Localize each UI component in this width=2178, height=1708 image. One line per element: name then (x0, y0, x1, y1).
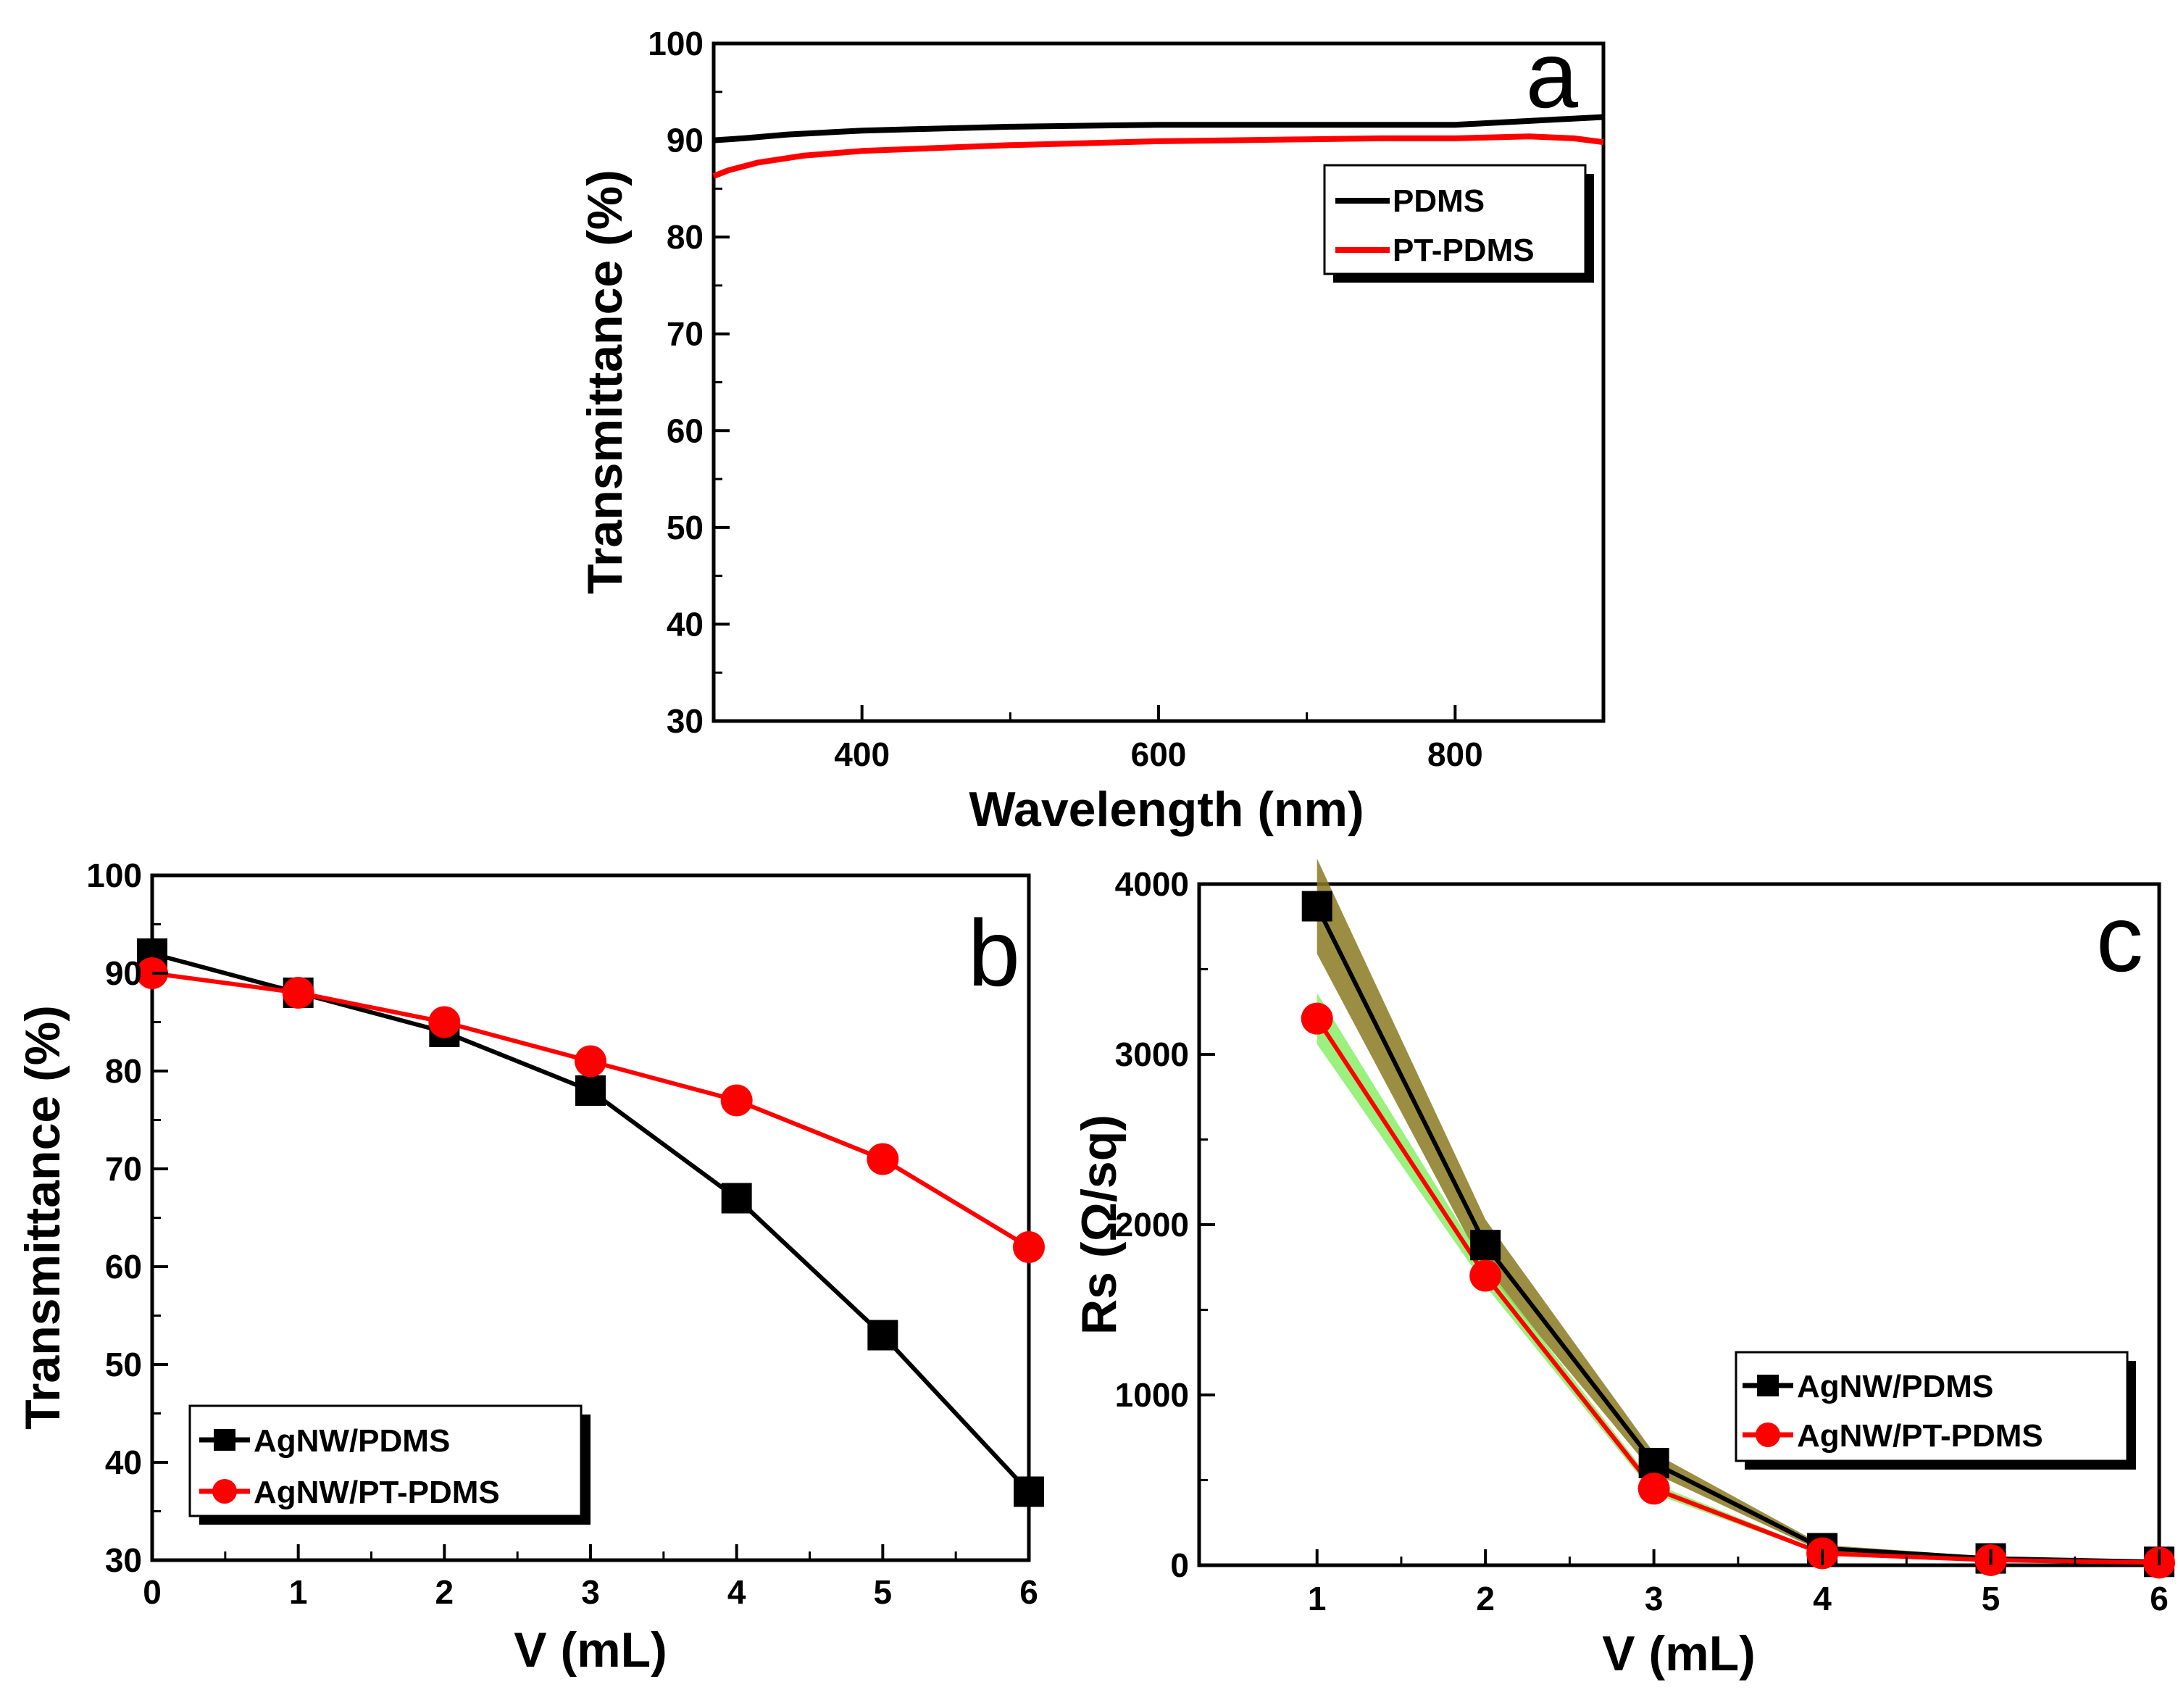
legend-marker-square (214, 1429, 235, 1451)
panel-b-ticks: 0 1 2 3 4 5 6 30 40 50 60 70 80 90 100 (86, 857, 1038, 1611)
x-tick-label: 600 (1131, 736, 1187, 773)
legend-label-agnw-pt-pdms: AgNW/PT-PDMS (1797, 1418, 2043, 1454)
legend-label-agnw-pt-pdms: AgNW/PT-PDMS (254, 1475, 500, 1510)
data-point-circle (428, 1006, 461, 1038)
data-point-square (1470, 1230, 1501, 1261)
x-tick-label: 4 (1813, 1580, 1832, 1617)
x-tick-label: 400 (834, 736, 890, 773)
panel-b: 0 1 2 3 4 5 6 30 40 50 60 70 80 90 100 b V (mL) Transm… (15, 857, 1045, 1678)
legend-label-agnw-pdms: AgNW/PDMS (254, 1423, 450, 1459)
x-tick-label: 800 (1427, 736, 1483, 773)
x-tick-label: 5 (874, 1573, 893, 1611)
legend-box (188, 1404, 583, 1517)
x-tick-label: 2 (435, 1573, 454, 1611)
y-tick-label: 1000 (1115, 1376, 1189, 1414)
data-point-circle (720, 1084, 753, 1117)
data-point-circle (282, 977, 314, 1009)
y-tick-label: 70 (667, 315, 704, 353)
x-tick-label: 6 (1019, 1573, 1038, 1611)
x-tick-label: 6 (2150, 1580, 2169, 1617)
data-point-circle (867, 1143, 899, 1175)
y-tick-label: 90 (667, 122, 704, 159)
x-tick-label: 5 (1982, 1580, 2000, 1617)
panel-c-letter: c (2096, 886, 2143, 991)
series-line-agnw-pt-pdms (1315, 1017, 2160, 1565)
data-point-circle (1013, 1231, 1045, 1263)
data-point-square (867, 1320, 898, 1351)
x-tick-label: 4 (727, 1573, 746, 1611)
panel-a-legend: PDMS PT-PDMS (1323, 164, 1594, 283)
y-tick-label: 40 (667, 605, 704, 643)
data-point-circle (1469, 1259, 1502, 1292)
y-tick-label: 30 (667, 702, 704, 740)
data-point-square (1301, 891, 1332, 922)
y-tick-label: 3000 (1115, 1036, 1189, 1073)
legend-marker-circle (212, 1479, 237, 1504)
panel-b-letter: b (968, 900, 1020, 1006)
panel-a-lines (712, 114, 1604, 179)
x-tick-label: 1 (1308, 1580, 1327, 1617)
panel-c-xlabel: V (mL) (1602, 1626, 1756, 1681)
panel-a-letter: a (1526, 22, 1579, 128)
data-point-circle (1301, 1002, 1333, 1035)
y-tick-label: 80 (105, 1052, 142, 1090)
y-tick-label: 50 (105, 1346, 142, 1383)
panel-c: 1 2 3 4 5 6 0 1000 2000 3000 4000 c V (mL) Rs (Ω/s… (1072, 858, 2175, 1681)
data-point-square (575, 1075, 606, 1106)
y-tick-label: 4000 (1115, 865, 1189, 903)
y-tick-label: 70 (105, 1150, 142, 1188)
series-line-pdms (713, 114, 1604, 143)
legend-label-pdms: PDMS (1393, 183, 1485, 219)
panel-b-xlabel: V (mL) (514, 1622, 667, 1678)
y-tick-label: 0 (1170, 1546, 1189, 1584)
legend-label-agnw-pdms: AgNW/PDMS (1797, 1369, 1993, 1404)
panel-a-ylabel: Transmittance (%) (577, 170, 633, 594)
y-tick-label: 100 (86, 857, 142, 894)
panel-b-legend: AgNW/PDMS AgNW/PT-PDMS (188, 1404, 591, 1525)
panel-c-ticks: 1 2 3 4 5 6 0 1000 2000 3000 4000 (1115, 865, 2169, 1617)
legend-box (1323, 164, 1587, 275)
panel-b-ylabel: Transmittance (%) (15, 1005, 70, 1430)
series-line-pt-pdms (712, 133, 1604, 179)
data-point-square (721, 1183, 752, 1214)
y-tick-label: 2000 (1115, 1206, 1189, 1243)
data-point-circle (1637, 1472, 1670, 1505)
series-line-agnw-pt-pdms (151, 971, 1030, 1249)
x-tick-label: 0 (143, 1573, 162, 1611)
panel-c-legend: AgNW/PDMS AgNW/PT-PDMS (1735, 1351, 2136, 1470)
y-tick-label: 60 (105, 1248, 142, 1286)
y-tick-label: 90 (105, 954, 142, 992)
y-tick-label: 50 (667, 509, 704, 546)
legend-box (1735, 1351, 2129, 1462)
legend-marker-circle (1756, 1422, 1780, 1447)
panel-b-lines (136, 938, 1045, 1507)
panel-a-xlabel: Wavelength (nm) (969, 782, 1364, 837)
y-tick-label: 80 (667, 218, 704, 256)
y-tick-label: 100 (648, 25, 704, 62)
x-tick-label: 3 (1645, 1580, 1664, 1617)
legend-marker-square (1757, 1375, 1779, 1396)
x-tick-label: 1 (289, 1573, 308, 1611)
x-tick-label: 3 (581, 1573, 600, 1611)
y-tick-label: 60 (667, 412, 704, 449)
panel-c-ylabel: Rs (Ω/sq) (1072, 1115, 1127, 1335)
y-tick-label: 40 (105, 1444, 142, 1481)
legend-label-pt-pdms: PT-PDMS (1393, 233, 1535, 268)
error-band-agnw-pt-pdms (1317, 993, 2159, 1564)
y-tick-label: 30 (105, 1541, 142, 1579)
data-point-circle (575, 1045, 606, 1078)
panel-a: 400 600 800 30 40 50 60 70 80 90 100 a Wavelength … (577, 22, 1606, 837)
x-tick-label: 2 (1476, 1580, 1495, 1617)
panel-a-frame (712, 41, 1606, 723)
panel-c-lines (1301, 891, 2175, 1579)
data-point-square (1014, 1476, 1044, 1507)
panel-a-ticks: 400 600 800 30 40 50 60 70 80 90 100 (648, 25, 1605, 773)
